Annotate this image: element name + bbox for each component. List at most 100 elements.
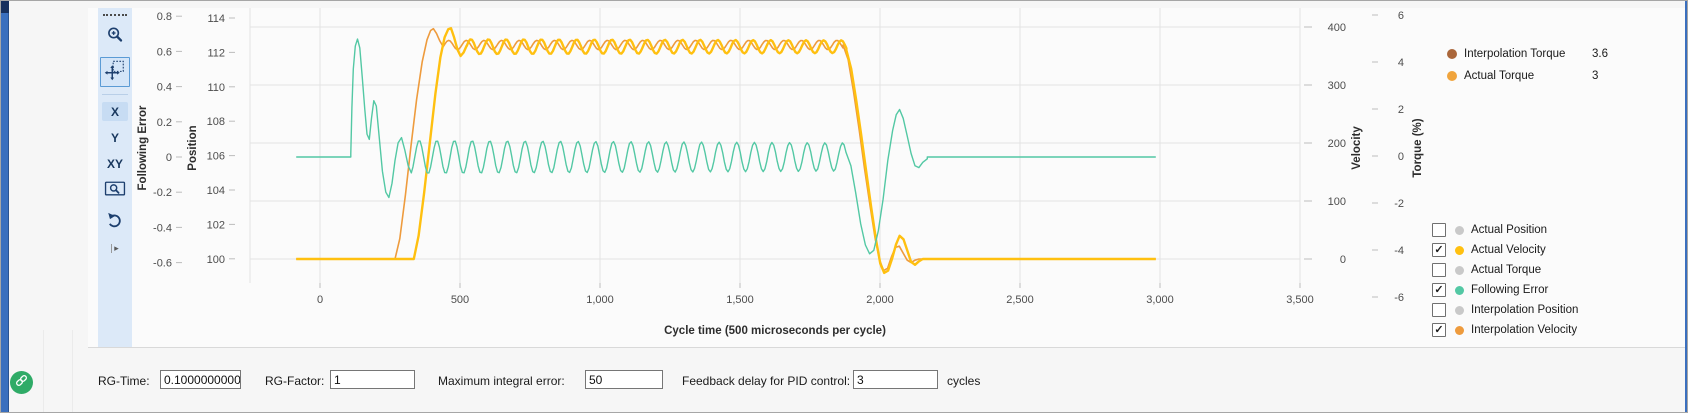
torque-tick-label: 4 [1398,57,1404,69]
series-checkbox[interactable]: ✓ [1432,243,1446,257]
legend-label: Interpolation Position [1471,304,1579,316]
series-interpolation-velocity [296,27,1156,272]
rg-factor-label: RG-Factor: [265,374,325,388]
series-color-dot [1455,305,1464,315]
axis-xy-button[interactable]: XY [106,156,123,171]
pos-tick-label: 108 [207,116,225,128]
feedback-delay-label: Feedback delay for PID control: [682,374,851,388]
readout-row: Interpolation Torque 3.6 [1447,43,1608,65]
legend-label: Following Error [1471,284,1549,296]
fe-tick-label: 0.2 [157,117,172,129]
series-color-dot [1455,285,1464,295]
fe-tick-label: 0.6 [157,46,172,58]
fe-tick-label: -0.2 [153,187,172,199]
max-integral-error-label: Maximum integral error: [438,374,565,388]
vel-tick-label: 400 [1328,22,1346,34]
fe-tick-label: -0.6 [153,258,172,270]
axis-x-button[interactable]: X [102,102,128,121]
pos-tick-label: 104 [207,185,225,197]
series-color-dot [1447,71,1457,81]
readout-value: 3.6 [1592,48,1608,60]
zoom-in-icon [105,25,125,50]
series-color-dot [1455,265,1464,275]
series-legend: Actual Position ✓ Actual Velocity Actual To… [1432,220,1578,340]
series-following-error [296,38,1156,255]
pos-tick-label: 106 [207,151,225,163]
x-tick-label: 3,500 [1286,294,1314,306]
link-status-badge[interactable] [10,371,33,394]
series-checkbox[interactable] [1432,263,1446,277]
toolbar-grip[interactable] [103,14,127,16]
toolbar-divider [102,94,128,95]
readout-value: 3 [1592,70,1599,82]
pos-tick-label: 112 [207,47,225,59]
zoom-in-button[interactable] [105,25,125,50]
torque-tick-label: -6 [1394,292,1404,304]
series-actual-velocity [296,27,1156,275]
grid-divider [43,330,44,413]
zoom-region-button[interactable] [104,180,126,203]
torque-tick-label: 0 [1398,151,1404,163]
fe-tick-label: 0.4 [157,82,172,94]
x-tick-label: 1,000 [586,294,614,306]
vel-tick-label: 0 [1340,254,1346,266]
x-tick-label: 3,000 [1146,294,1174,306]
vel-tick-label: 100 [1328,196,1346,208]
cycles-suffix-label: cycles [947,374,981,388]
link-icon [14,373,29,393]
fe-tick-label: -0.4 [153,222,172,234]
readout-label: Actual Torque [1464,70,1535,82]
series-checkbox[interactable] [1432,223,1446,237]
torque-axis-title: Torque (%) [1412,118,1424,177]
feedback-delay-input[interactable] [853,370,938,389]
series-color-dot [1455,225,1464,235]
series-checkbox[interactable] [1432,303,1446,317]
torque-readout: Interpolation Torque 3.6 Actual Torque 3 [1447,43,1608,87]
axis-y-button[interactable]: Y [110,130,119,145]
zoom-region-icon [104,180,126,203]
pos-tick-label: 102 [207,219,225,231]
window-corner [0,0,9,13]
rg-time-input[interactable] [160,370,241,389]
pos-tick-label: 114 [207,13,225,25]
max-integral-error-input[interactable] [585,370,663,389]
legend-row: ✓ Interpolation Velocity [1432,320,1578,340]
series-checkbox[interactable]: ✓ [1432,323,1446,337]
fe-tick-label: 0 [166,152,172,164]
legend-row: Actual Position [1432,220,1578,240]
x-tick-label: 1,500 [726,294,754,306]
toolbar-collapse-handle[interactable]: ▸ [111,244,119,253]
legend-label: Interpolation Velocity [1471,324,1578,336]
legend-label: Actual Position [1471,224,1548,236]
grid-divider [72,330,73,413]
fe-tick-label: 0.8 [157,11,172,23]
series-checkbox[interactable]: ✓ [1432,283,1446,297]
undo-zoom-button[interactable] [106,210,125,234]
pan-tool-button[interactable] [100,57,130,87]
series-color-dot [1447,49,1457,59]
legend-row: Actual Torque [1432,260,1578,280]
undo-icon [106,210,125,234]
torque-tick-label: 6 [1398,10,1404,22]
rg-time-label: RG-Time: [98,374,150,388]
rg-factor-input[interactable] [330,370,415,389]
x-tick-label: 500 [451,294,469,306]
readout-row: Actual Torque 3 [1447,65,1608,87]
legend-label: Actual Velocity [1471,244,1546,256]
vel-tick-label: 200 [1328,138,1346,150]
legend-row: ✓ Following Error [1432,280,1578,300]
x-tick-label: 2,500 [1006,294,1034,306]
window-left-edge [0,0,9,413]
fe-axis-title: Following Error [137,105,149,190]
tuning-chart[interactable]: 0 500 1,000 1,500 2,000 2,500 3,000 3,500 Cycle … [132,0,1428,347]
series-color-dot [1455,245,1464,255]
vel-axis-title: Velocity [1351,126,1363,170]
pos-tick-label: 110 [207,82,225,94]
torque-tick-label: 2 [1398,104,1404,116]
pan-icon [104,59,126,86]
torque-tick-label: -4 [1394,245,1404,257]
readout-label: Interpolation Torque [1464,48,1566,60]
legend-label: Actual Torque [1471,264,1542,276]
pos-axis-title: Position [187,125,199,170]
